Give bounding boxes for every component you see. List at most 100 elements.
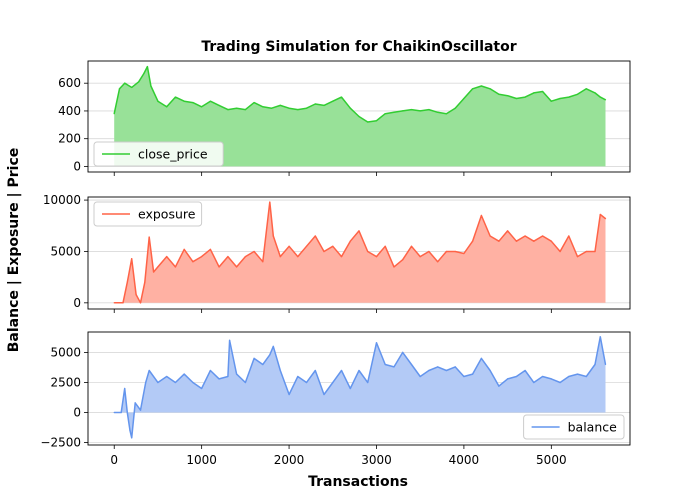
data-point-balance-1 [113,411,115,414]
data-point-exposure-24 [272,235,274,237]
data-point-close_price-48 [498,93,500,95]
data-point-close_price-5 [138,81,140,83]
data-point-close_price-13 [192,102,194,104]
data-point-exposure-28 [305,245,308,247]
data-point-exposure-51 [507,230,509,232]
data-point-exposure-12 [174,266,176,268]
panel-1: 0 200 400 600 close_price [58,60,631,176]
data-point-close_price-28 [323,104,325,106]
data-point-exposure-18 [227,256,229,258]
legend-label-balance: balance [568,420,618,435]
legend-balance: balance [523,414,625,440]
data-point-exposure-1 [113,302,115,304]
data-point-close_price-56 [568,96,570,98]
data-point-close_price-9 [157,100,159,102]
data-point-close_price-23 [279,104,281,106]
data-point-balance-35 [349,387,351,390]
panels-group: 0200400600close_price0500010000exposure−… [40,60,631,467]
data-point-exposure-34 [358,230,360,232]
data-point-exposure-2 [122,302,124,304]
y-tick-label-1-2: 200 [58,132,81,146]
data-point-close_price-6 [143,72,145,75]
data-point-balance-52 [498,385,500,387]
legend-label-exposure: exposure [138,207,196,222]
data-point-exposure-49 [489,235,491,237]
series-area-exposure [114,202,606,303]
data-point-balance-41 [402,351,404,353]
data-point-exposure-55 [542,235,544,237]
data-point-close_price-57 [576,93,579,95]
data-point-close_price-53 [542,90,544,93]
series-area-balance [114,336,606,438]
data-point-close_price-2 [118,88,121,90]
x-tick-label-3: 2000 [274,453,305,467]
data-point-exposure-35 [367,250,369,253]
data-point-close_price-14 [201,106,203,108]
data-point-balance-33 [332,381,334,384]
data-point-balance-4 [126,411,128,414]
x-tick-label-6: 5000 [536,453,567,467]
data-point-exposure-17 [218,266,220,268]
data-point-close_price-59 [594,92,596,94]
data-point-exposure-41 [419,256,421,258]
data-point-balance-28 [288,393,290,396]
data-point-close_price-38 [410,109,413,111]
data-point-exposure-54 [533,240,535,242]
panel-2: 0 5000 10000 exposure [43,193,631,313]
series-area-close_price [114,66,606,167]
data-point-close_price-42 [445,113,447,115]
data-point-balance-38 [375,342,378,344]
data-point-close_price-27 [314,103,316,105]
data-point-close_price-41 [437,111,439,113]
data-point-balance-44 [428,369,430,372]
data-point-close_price-40 [428,109,430,111]
data-point-exposure-26 [288,245,290,247]
data-point-close_price-43 [454,107,456,109]
data-point-close_price-11 [174,96,176,98]
data-point-exposure-38 [393,266,395,268]
data-point-close_price-31 [349,107,351,109]
data-point-close_price-12 [183,100,185,102]
data-point-close_price-50 [515,97,518,100]
data-point-balance-9 [145,381,147,384]
y-tick-label-2-1: 0 [73,296,81,310]
x-tick-label-4: 3000 [361,453,392,467]
data-point-close_price-30 [340,96,343,98]
data-point-balance-7 [134,402,136,404]
data-point-exposure-59 [576,256,579,258]
data-point-close_price-61 [604,99,607,101]
data-point-exposure-61 [594,250,596,253]
data-point-exposure-53 [524,235,526,237]
y-tick-label-2-3: 10000 [43,193,81,207]
axes-frame-3 [87,331,631,446]
data-point-close_price-18 [236,107,238,109]
data-point-close_price-37 [402,110,404,112]
data-point-exposure-7 [144,281,146,283]
data-point-close_price-46 [480,85,482,87]
data-point-balance-15 [192,381,194,384]
data-point-exposure-10 [157,266,159,268]
data-point-balance-31 [314,369,316,372]
data-point-exposure-13 [183,248,185,250]
data-point-balance-55 [524,369,526,372]
legend-box-exposure [93,201,203,227]
data-point-exposure-45 [454,250,456,253]
data-point-exposure-19 [236,266,238,268]
data-point-exposure-43 [437,261,439,263]
data-point-balance-47 [454,366,456,368]
axes-frame-2 [87,196,631,310]
data-point-balance-42 [410,363,413,366]
y-tick-label-3-4: 5000 [50,345,81,359]
data-point-balance-25 [269,354,271,356]
data-point-close_price-25 [297,109,299,111]
data-point-close_price-24 [288,107,290,109]
data-point-close_price-21 [262,106,264,108]
data-point-balance-39 [384,363,386,366]
data-point-close_price-58 [585,88,587,90]
data-point-close_price-20 [253,102,255,104]
x-tick-label-5: 4000 [449,453,480,467]
data-point-close_price-35 [384,113,386,115]
data-point-exposure-63 [604,218,607,220]
data-point-balance-60 [568,375,570,378]
data-point-balance-48 [463,375,465,378]
